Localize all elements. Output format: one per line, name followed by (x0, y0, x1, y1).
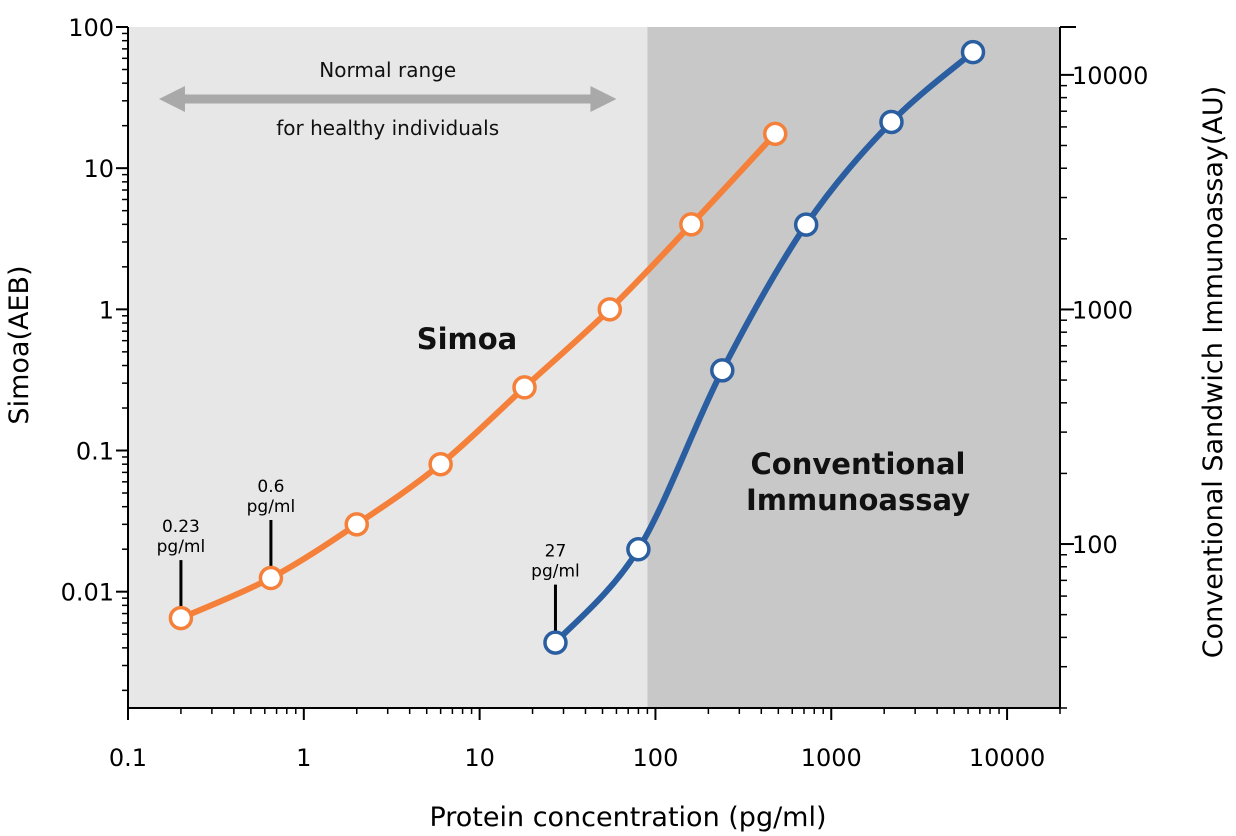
x-tick-label: 0.1 (109, 744, 147, 772)
y-tick-label: 0.1 (76, 438, 114, 466)
series-label-simoa: Simoa (417, 322, 518, 356)
range-label-line2: for healthy individuals (276, 116, 499, 140)
y2-tick-label: 10000 (1072, 62, 1148, 90)
annotation-value: 0.6 (257, 477, 284, 497)
annotation-value: 27 (545, 542, 567, 562)
data-point (793, 212, 819, 237)
range-arrow-head-left (158, 86, 185, 112)
x-tick-label: 10000 (969, 744, 1045, 772)
range-arrow-head-right (590, 86, 617, 112)
data-point (710, 358, 735, 383)
annotation-unit: pg/ml (531, 562, 580, 582)
data-point (879, 109, 904, 135)
x-tick-label: 1000 (801, 744, 862, 772)
shaded-region-0 (128, 27, 648, 708)
data-point (428, 451, 453, 477)
x-tick-label: 100 (633, 744, 679, 772)
data-point (762, 121, 788, 147)
data-point (512, 375, 537, 400)
y-tick-label: 10 (83, 155, 114, 183)
annotation-unit: pg/ml (247, 497, 296, 517)
range-label-line1: Normal range (319, 58, 456, 82)
data-point (597, 297, 623, 322)
x-tick-label: 10 (464, 744, 495, 772)
axes: 0.01 0.1 1 10 100 0.1 1 10 100 1000 10000 100 1000 10… (61, 14, 1149, 772)
series-label-conventional-line2: Immunoassay (746, 483, 970, 517)
x-axis-title: Protein concentration (pg/ml) (429, 802, 826, 833)
y-axis-title: Simoa(AEB) (4, 265, 35, 424)
data-point (168, 605, 194, 631)
data-point (679, 212, 704, 237)
data-point (626, 537, 651, 562)
x-tick-label: 1 (296, 744, 311, 772)
y2-tick-label: 1000 (1072, 296, 1133, 324)
y2-axis-title: Conventional Sandwich Immunoassay(AU) (1198, 86, 1229, 658)
data-point (960, 39, 986, 65)
y-tick-label: 100 (68, 14, 114, 42)
data-point (258, 565, 284, 591)
data-point (344, 512, 369, 537)
annotation-unit: pg/ml (157, 537, 206, 557)
data-point (543, 630, 568, 655)
shaded-regions (128, 27, 1060, 708)
series-label-conventional-line1: Conventional (751, 447, 966, 481)
y-tick-label: 0.01 (61, 579, 114, 607)
y-tick-label: 1 (99, 296, 114, 324)
normal-range-arrow: Normal range for healthy individuals (158, 58, 617, 140)
shaded-region-1 (647, 27, 1060, 708)
annotation-value: 0.23 (162, 517, 200, 537)
y2-tick-label: 100 (1072, 531, 1118, 559)
